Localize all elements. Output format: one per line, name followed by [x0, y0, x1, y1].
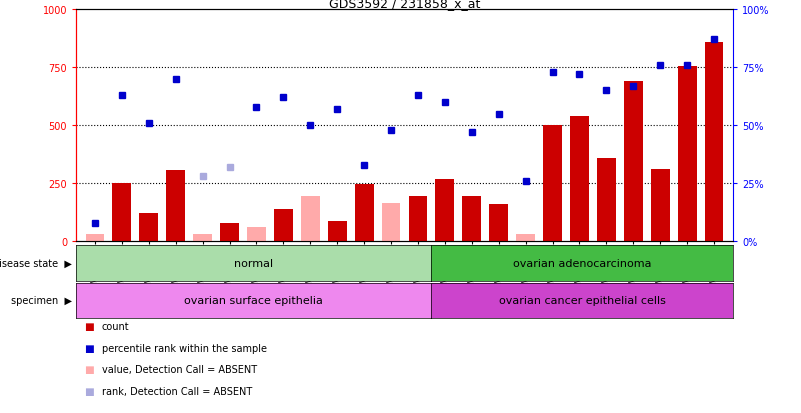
- Bar: [678, 67, 697, 242]
- Bar: [193, 235, 212, 242]
- Text: ■: ■: [84, 386, 94, 396]
- Bar: [462, 197, 481, 242]
- Text: count: count: [102, 321, 129, 331]
- Bar: [543, 126, 562, 242]
- Bar: [355, 185, 373, 242]
- Bar: [274, 209, 293, 242]
- Text: ■: ■: [84, 343, 94, 353]
- Bar: [570, 117, 589, 242]
- Bar: [167, 171, 185, 242]
- Text: percentile rank within the sample: percentile rank within the sample: [102, 343, 267, 353]
- Bar: [247, 228, 266, 242]
- Text: ovarian adenocarcinoma: ovarian adenocarcinoma: [513, 258, 651, 268]
- Bar: [409, 197, 428, 242]
- Text: ovarian cancer epithelial cells: ovarian cancer epithelial cells: [499, 295, 666, 306]
- Text: normal: normal: [234, 258, 273, 268]
- Bar: [705, 43, 723, 242]
- Bar: [301, 197, 320, 242]
- Text: ■: ■: [84, 364, 94, 374]
- Bar: [650, 170, 670, 242]
- Bar: [139, 214, 158, 242]
- Text: specimen  ▶: specimen ▶: [11, 295, 72, 306]
- Text: rank, Detection Call = ABSENT: rank, Detection Call = ABSENT: [102, 386, 252, 396]
- Bar: [624, 82, 642, 242]
- Text: disease state  ▶: disease state ▶: [0, 258, 72, 268]
- Bar: [86, 235, 104, 242]
- Text: ovarian surface epithelia: ovarian surface epithelia: [184, 295, 323, 306]
- Bar: [516, 235, 535, 242]
- Text: value, Detection Call = ABSENT: value, Detection Call = ABSENT: [102, 364, 257, 374]
- Bar: [597, 158, 616, 242]
- Bar: [489, 204, 508, 242]
- Bar: [112, 183, 131, 242]
- Bar: [220, 223, 239, 242]
- Bar: [436, 179, 454, 242]
- Text: ■: ■: [84, 321, 94, 331]
- Bar: [381, 204, 400, 242]
- Title: GDS3592 / 231858_x_at: GDS3592 / 231858_x_at: [329, 0, 480, 10]
- Bar: [328, 222, 347, 242]
